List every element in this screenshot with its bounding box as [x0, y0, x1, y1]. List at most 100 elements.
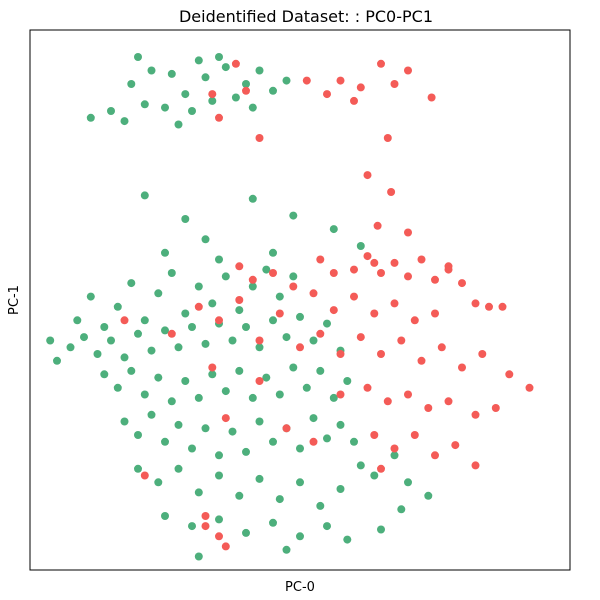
scatter-point-s0-58: [174, 343, 183, 352]
scatter-point-s1-23: [350, 265, 358, 274]
scatter-point-s1-76: [282, 424, 291, 433]
scatter-point-s0-13: [231, 93, 240, 102]
scatter-point-s1-57: [397, 336, 406, 345]
scatter-point-s0-40: [167, 269, 176, 277]
scatter-point-s0-5: [221, 63, 230, 72]
scatter-point-s0-134: [343, 535, 352, 544]
scatter-point-s1-63: [525, 383, 534, 392]
scatter-point-s0-106: [336, 420, 345, 429]
scatter-point-s1-18: [370, 258, 379, 267]
scatter-point-s0-91: [134, 431, 142, 439]
scatter-point-s1-39: [309, 289, 318, 298]
scatter-point-s1-12: [215, 113, 223, 122]
scatter-point-s1-0: [231, 59, 240, 68]
scatter-point-s0-35: [100, 323, 109, 331]
scatter-point-s0-21: [134, 53, 142, 61]
scatter-point-s1-30: [444, 265, 453, 274]
scatter-point-s0-44: [221, 272, 230, 281]
scatter-point-s1-58: [417, 356, 426, 365]
scatter-point-s0-55: [134, 329, 142, 338]
scatter-point-s1-41: [350, 292, 358, 301]
scatter-point-s0-81: [235, 366, 244, 375]
scatter-point-s1-79: [390, 444, 399, 453]
scatter-point-s1-40: [329, 306, 338, 315]
scatter-point-s0-37: [127, 279, 136, 288]
scatter-point-s0-68: [309, 336, 318, 345]
scatter-point-s1-75: [221, 414, 230, 423]
scatter-point-s1-17: [387, 188, 396, 196]
scatter-point-s0-6: [242, 80, 250, 88]
scatter-point-s1-86: [201, 522, 210, 531]
scatter-point-s1-4: [390, 80, 399, 88]
scatter-point-s0-122: [242, 528, 250, 537]
scatter-point-s0-3: [181, 90, 190, 99]
scatter-point-s0-42: [194, 282, 203, 291]
scatter-point-s0-7: [255, 66, 264, 75]
scatter-point-s0-50: [66, 343, 75, 352]
scatter-point-s1-13: [255, 134, 264, 142]
scatter-point-s1-8: [302, 76, 311, 85]
scatter-point-s0-27: [201, 235, 210, 244]
scatter-point-s1-74: [491, 404, 500, 412]
scatter-point-s1-29: [431, 275, 439, 284]
scatter-point-s1-16: [373, 221, 382, 230]
scatter-point-s1-27: [404, 272, 412, 281]
scatter-point-s1-52: [296, 343, 304, 352]
scatter-point-s0-62: [228, 336, 237, 345]
scatter-point-s1-71: [424, 404, 433, 412]
scatter-point-s1-32: [471, 299, 480, 308]
scatter-point-s1-87: [215, 532, 223, 541]
scatter-point-s1-85: [140, 471, 149, 480]
scatter-point-s0-90: [120, 417, 129, 426]
scatter-point-s0-118: [336, 485, 345, 493]
scatter-point-s1-36: [248, 275, 257, 284]
scatter-point-s1-61: [478, 350, 487, 358]
scatter-point-s0-115: [275, 495, 284, 504]
scatter-point-s0-130: [53, 356, 61, 365]
scatter-point-s0-23: [140, 191, 149, 200]
chart-title: Deidentified Dataset: : PC0-PC1: [179, 7, 433, 26]
scatter-point-s0-16: [120, 117, 129, 126]
scatter-point-s0-120: [188, 522, 196, 531]
scatter-point-s0-22: [215, 53, 223, 61]
scatter-point-s1-59: [437, 343, 446, 352]
scatter-point-s0-72: [113, 383, 122, 392]
scatter-point-s0-29: [215, 255, 223, 264]
scatter-point-s0-105: [323, 434, 331, 443]
scatter-point-s1-38: [289, 282, 298, 291]
scatter-point-s1-55: [356, 333, 365, 342]
scatter-point-s1-81: [431, 451, 439, 460]
scatter-point-s0-78: [194, 393, 203, 402]
scatter-point-s0-121: [215, 515, 223, 524]
scatter-point-s1-1: [336, 76, 345, 85]
scatter-point-s0-66: [282, 333, 291, 342]
scatter-point-s0-25: [248, 194, 257, 203]
scatter-point-s0-57: [161, 326, 169, 335]
scatter-point-s0-92: [147, 410, 156, 419]
scatter-point-s0-65: [269, 316, 277, 325]
scatter-point-s1-73: [471, 410, 480, 419]
scatter-point-s0-24: [181, 215, 190, 223]
scatter-point-s0-111: [194, 488, 203, 497]
scatter-point-s0-41: [181, 309, 190, 318]
scatter-point-s1-21: [316, 255, 325, 264]
scatter-point-s1-14: [383, 134, 392, 142]
scatter-point-s0-107: [350, 437, 358, 446]
scatter-point-s1-15: [363, 171, 372, 180]
scatter-point-s1-60: [458, 363, 466, 372]
scatter-point-s0-64: [255, 343, 264, 352]
scatter-point-s1-24: [363, 252, 372, 261]
scatter-point-s1-48: [215, 316, 223, 325]
scatter-point-s0-49: [289, 272, 298, 281]
scatter-point-s0-60: [201, 339, 210, 348]
scatter-point-s0-108: [134, 464, 142, 473]
scatter-point-s0-117: [316, 501, 325, 510]
scatter-point-s1-37: [269, 269, 277, 277]
scatter-point-s1-50: [255, 336, 264, 345]
scatter-point-s0-32: [356, 242, 365, 250]
scatter-point-s0-104: [309, 414, 318, 423]
scatter-point-s1-56: [377, 350, 385, 358]
scatter-point-s0-100: [255, 417, 264, 426]
scatter-point-s1-51: [275, 309, 284, 318]
